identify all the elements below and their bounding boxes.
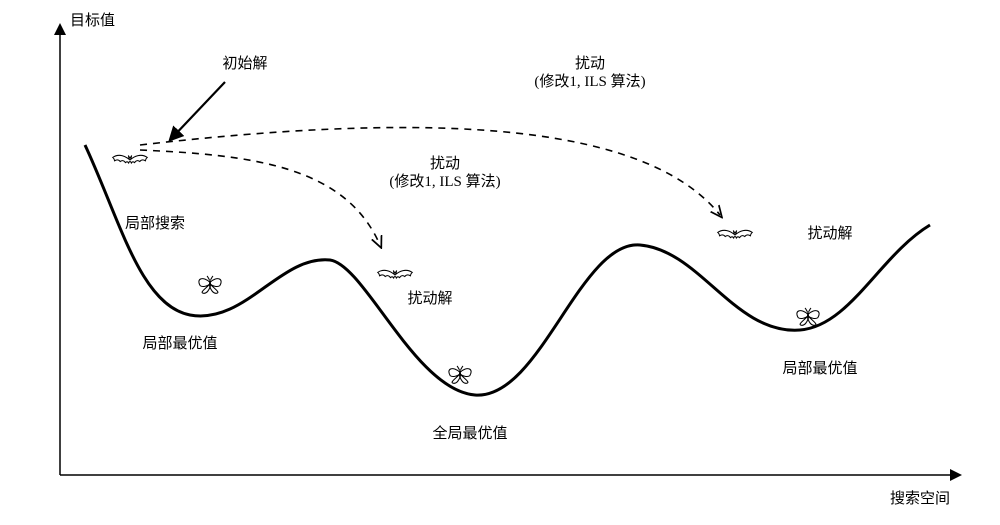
bat-perturb2: [718, 230, 753, 238]
axes: [60, 25, 960, 475]
label-initial-solution: 初始解: [175, 55, 315, 73]
butterfly-icon: [449, 366, 471, 383]
label-perturb-sol-right: 扰动解: [760, 225, 900, 243]
label-global-opt: 全局最优值: [400, 425, 540, 443]
butterfly-local2: [797, 308, 819, 325]
initial-arrow: [170, 82, 225, 140]
bat-icon: [378, 270, 413, 278]
bat-icon: [718, 230, 753, 238]
y-axis-label: 目标值: [70, 12, 115, 30]
label-perturb-sol-mid: 扰动解: [360, 290, 500, 308]
x-axis-label: 搜索空间: [890, 490, 950, 508]
diagram-canvas: [0, 0, 1000, 525]
bat-icon: [113, 155, 148, 163]
bat-initial: [113, 155, 148, 163]
label-perturbation-right: 扰动 (修改1, ILS 算法): [520, 55, 660, 91]
bat-perturb1: [378, 270, 413, 278]
butterfly-icon: [199, 276, 221, 293]
butterfly-global: [449, 366, 471, 383]
label-local-search: 局部搜索: [85, 215, 225, 233]
butterfly-local1: [199, 276, 221, 293]
label-local-opt-left: 局部最优值: [110, 335, 250, 353]
label-perturbation-mid: 扰动 (修改1, ILS 算法): [375, 155, 515, 191]
butterfly-icon: [797, 308, 819, 325]
label-local-opt-right: 局部最优值: [750, 360, 890, 378]
